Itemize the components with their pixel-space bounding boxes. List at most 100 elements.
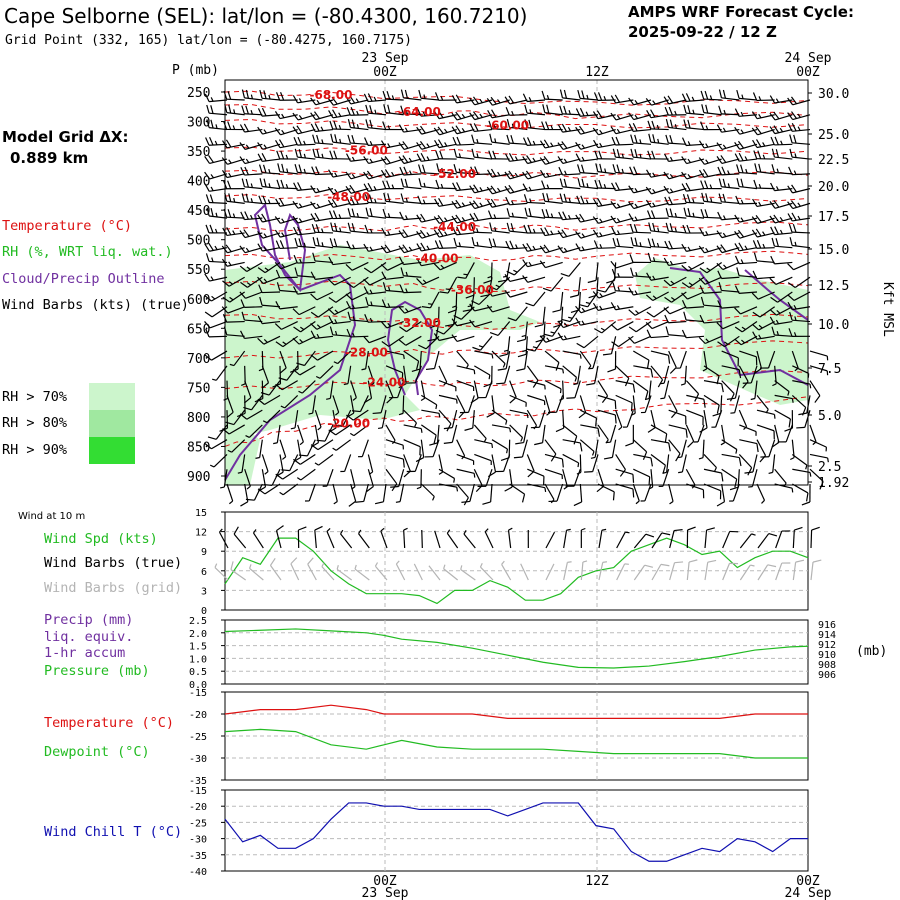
barb-feather — [612, 237, 616, 247]
barb-feather — [420, 125, 426, 134]
barb-feather — [257, 488, 266, 495]
barb-feather — [669, 208, 673, 217]
barb-shaft — [269, 565, 282, 581]
barb-shaft — [635, 321, 652, 333]
barb-feather — [526, 155, 532, 163]
barb-shaft — [315, 335, 334, 339]
barb-feather — [611, 341, 619, 348]
barb-shaft — [686, 394, 705, 400]
barb-shaft — [381, 410, 387, 428]
wind-barb-true — [810, 526, 820, 549]
barb-feather — [204, 156, 211, 164]
wind-barb — [237, 454, 246, 474]
wind-barb — [204, 171, 228, 180]
barb-half-feather — [440, 183, 444, 189]
barb-shaft — [633, 275, 652, 278]
barb-half-feather — [405, 197, 408, 203]
wind-barb — [628, 112, 652, 121]
barb-half-feather — [314, 462, 319, 466]
barb-shaft — [472, 410, 475, 429]
barb-feather — [647, 427, 656, 433]
barb-shaft — [739, 291, 758, 294]
wind-barb — [456, 395, 466, 419]
wind-barb — [240, 483, 249, 507]
temperature-contour — [224, 104, 809, 120]
wind-barb — [398, 365, 407, 389]
barb-half-feather — [334, 172, 338, 177]
wind-barb — [204, 273, 228, 282]
barb-half-feather — [479, 187, 483, 192]
wind-barb — [516, 321, 528, 343]
barb-feather — [541, 208, 546, 218]
barb-shaft — [668, 483, 674, 502]
barb-half-feather — [445, 288, 451, 291]
wind-barb — [395, 483, 405, 503]
wind-barb-true — [380, 527, 388, 549]
barb-feather — [648, 133, 652, 143]
barb-feather — [773, 125, 780, 134]
barb-shaft — [474, 142, 493, 145]
barb-shaft — [367, 380, 373, 399]
wind-barb — [257, 153, 281, 162]
pressure-tick-label: 850 — [187, 440, 210, 455]
bottom-date-label: 24 Sep — [785, 886, 832, 900]
wind-barb — [789, 148, 811, 160]
barb-shaft — [734, 380, 740, 399]
wind-barb — [578, 395, 587, 419]
wind-barb — [433, 261, 457, 271]
barb-feather — [443, 427, 453, 430]
barb-half-feather — [214, 228, 218, 234]
barb-feather — [225, 139, 232, 148]
wind-barb — [587, 262, 599, 284]
barb-feather — [292, 95, 299, 104]
wind-barb — [292, 335, 316, 345]
barb-feather — [386, 91, 391, 100]
wind-barb — [347, 222, 369, 234]
wind-barb — [753, 252, 775, 264]
barb-shaft — [406, 321, 422, 333]
wind-barb — [527, 380, 546, 390]
barb-feather — [351, 119, 356, 129]
barb-feather — [243, 406, 252, 411]
barb-half-feather — [491, 354, 494, 359]
barb-feather — [260, 392, 270, 396]
barb-feather — [611, 268, 616, 278]
barb-feather — [769, 316, 776, 325]
barb-half-feather — [532, 245, 536, 251]
wind-barb — [524, 207, 546, 219]
barb-feather — [560, 272, 570, 277]
wind-barb — [310, 330, 334, 339]
wind-barb — [310, 271, 334, 280]
barb-feather — [427, 338, 436, 342]
barb-shaft — [633, 468, 650, 478]
barb-shaft — [385, 453, 404, 460]
barb-feather — [259, 178, 263, 187]
barb-shaft — [611, 439, 617, 458]
barb-feather — [595, 418, 598, 427]
barb-feather — [528, 208, 532, 217]
barb-shaft — [209, 215, 228, 219]
barb-feather — [632, 123, 638, 132]
barb-half-feather — [387, 303, 391, 308]
barb-shaft — [632, 395, 636, 414]
wind-barb-grid — [545, 563, 555, 581]
wind-barb — [487, 454, 497, 478]
wind-barb — [659, 365, 670, 385]
barb-half-feather — [706, 267, 711, 271]
wind-barb — [240, 299, 263, 308]
wind-barb — [573, 365, 581, 386]
wind-10m-title: Wind at 10 m — [18, 511, 85, 522]
barb-feather — [738, 369, 742, 379]
barb-feather — [698, 169, 705, 178]
wind-barb — [372, 395, 387, 415]
wind-barb — [504, 95, 528, 105]
wind-barb — [557, 123, 581, 133]
barb-half-feather — [380, 527, 385, 532]
barb-feather — [416, 278, 423, 285]
barb-shaft — [563, 530, 568, 549]
barb-feather — [310, 185, 316, 194]
barb-shaft — [741, 321, 758, 333]
barb-shaft — [562, 469, 568, 487]
wind-barb — [491, 424, 512, 433]
barb-shaft — [497, 321, 511, 336]
